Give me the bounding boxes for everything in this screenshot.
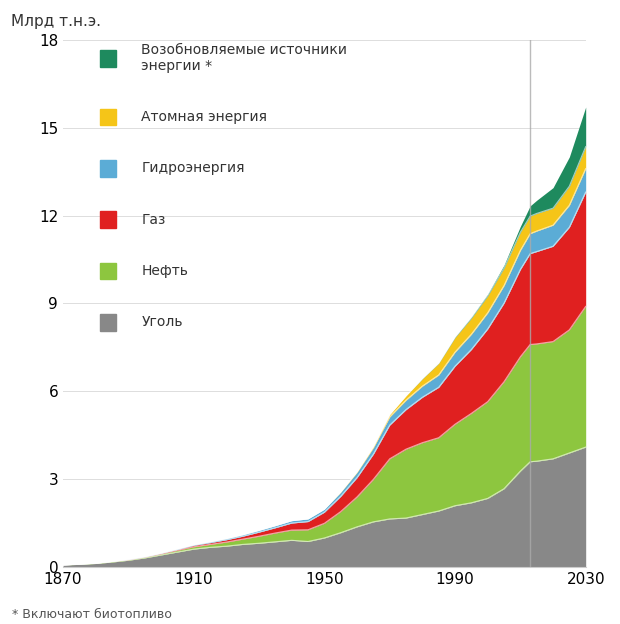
Text: Уголь: Уголь xyxy=(141,315,183,329)
Bar xyxy=(100,263,116,280)
Bar xyxy=(100,160,116,177)
Text: Газ: Газ xyxy=(141,213,166,227)
Bar xyxy=(100,50,116,67)
Text: * Включают биотопливо: * Включают биотопливо xyxy=(12,608,172,621)
Text: Возобновляемые источники
энергии *: Возобновляемые источники энергии * xyxy=(141,43,347,73)
Text: Млрд т.н.э.: Млрд т.н.э. xyxy=(11,14,101,29)
Bar xyxy=(100,109,116,125)
Text: Гидроэнергия: Гидроэнергия xyxy=(141,162,245,175)
Bar xyxy=(100,314,116,331)
Text: Нефть: Нефть xyxy=(141,264,188,278)
Text: Атомная энергия: Атомная энергия xyxy=(141,110,267,124)
Bar xyxy=(100,212,116,228)
